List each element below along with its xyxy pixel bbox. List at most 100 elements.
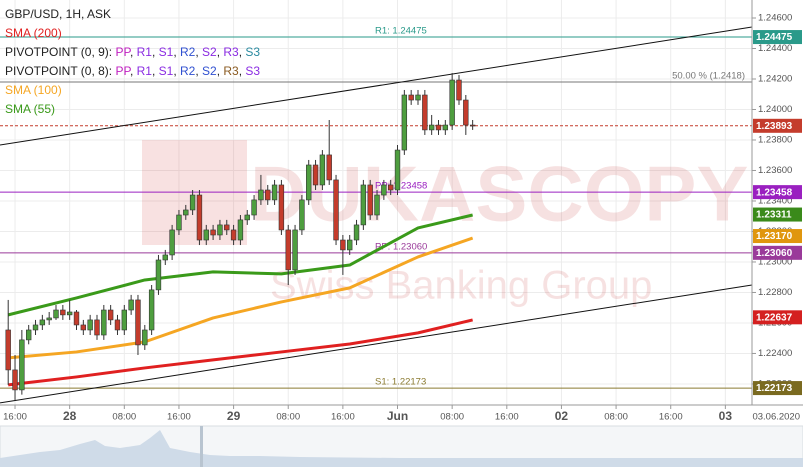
y-tick-label: 1.23800 [758, 134, 792, 145]
level-label: 50.00 % (1.2418) [672, 71, 745, 82]
candle-body [435, 124, 442, 131]
candle-body [176, 214, 182, 231]
y-tick-label: 1.24400 [758, 43, 792, 54]
candle-body [12, 369, 18, 391]
candle-body [456, 79, 462, 101]
x-tick-label: Jun [387, 409, 408, 423]
price-badge [753, 118, 802, 133]
candle-body [353, 224, 360, 241]
candle-body [312, 164, 319, 186]
candle-body [87, 319, 93, 331]
candle-body [73, 311, 80, 326]
pivot-legend-part: S3 [245, 64, 260, 78]
candle-body [217, 224, 223, 236]
navigator-handle[interactable] [200, 426, 203, 467]
price-badge-label: 1.23458 [756, 187, 793, 198]
price-badge-label: 1.23060 [756, 248, 793, 259]
price-badge-label: 1.22173 [756, 383, 793, 394]
pivot-legend: PIVOTPOINT (0, 9): PP, R1, S1, R2, S2, R… [5, 45, 260, 59]
pivot-legend-part: , [152, 45, 159, 59]
level-label: PP: 1.23060 [375, 241, 427, 252]
candle-body [408, 94, 414, 101]
candle-body [101, 309, 107, 336]
candle-body [46, 317, 52, 321]
legend-entry: SMA (200) [5, 26, 62, 40]
pivot-legend-part: S3 [245, 45, 260, 59]
x-tick-label: 08:00 [440, 412, 464, 423]
level-label: R1: 1.24475 [375, 26, 427, 37]
x-tick-label: 16:00 [3, 412, 27, 423]
candle-body [442, 124, 449, 131]
pivot-legend-part: , [152, 64, 159, 78]
candle-body [32, 324, 39, 331]
candle-body [422, 94, 428, 131]
price-badge-label: 1.24475 [756, 32, 793, 43]
candle-body [463, 99, 469, 126]
pivot-legend-part: R2 [180, 45, 196, 59]
candle-body [128, 299, 134, 311]
candle-body [237, 219, 244, 241]
sma-line [7, 213, 473, 317]
price-badge-label: 1.23311 [756, 210, 792, 221]
candle-body [306, 164, 312, 201]
y-tick-label: 1.24200 [758, 74, 792, 85]
candle-body [155, 259, 162, 291]
legend-entry: GBP/USD, 1H, ASK [5, 7, 111, 21]
pivot-legend-part: S2 [202, 45, 217, 59]
sma-line [8, 318, 473, 387]
candle-body [224, 224, 230, 231]
date-label: 03.06.2020 [752, 412, 800, 423]
pivot-legend-part: , [130, 64, 137, 78]
candle-body [367, 184, 373, 216]
candle-body [114, 319, 121, 331]
grid [0, 0, 752, 405]
candle-body [230, 229, 237, 241]
price-badge-label: 1.22637 [756, 312, 793, 323]
price-badge [753, 310, 802, 325]
candle-body [25, 329, 32, 341]
candle-body [196, 194, 203, 241]
price-badge [753, 245, 802, 260]
x-tick-label: 16:00 [495, 412, 519, 423]
candle-body [19, 339, 25, 391]
candle-body [326, 154, 332, 181]
candle-body [469, 124, 476, 127]
candle-body [394, 149, 401, 191]
pivot-legend-part: , [173, 64, 180, 78]
level-label: S1: 1.22173 [375, 377, 426, 388]
pivot-legend-part: , [195, 45, 202, 59]
candle-body [60, 309, 66, 316]
pivot-legend-part: , [239, 45, 246, 59]
candle-body [381, 184, 387, 196]
candle-body [142, 329, 148, 346]
pivot-legend-part: R3 [223, 45, 239, 59]
pivot-legend-part: R2 [180, 64, 196, 78]
candle-body [121, 309, 127, 331]
y-tick-label: 1.22800 [758, 287, 792, 298]
y-tick-label: 1.23000 [758, 256, 792, 267]
candle-body [360, 184, 367, 226]
candle-body [189, 194, 196, 211]
x-tick-label: 08:00 [604, 412, 628, 423]
candle-body [183, 209, 189, 216]
y-tick-label: 1.22400 [758, 348, 792, 359]
candle-body [210, 229, 216, 236]
legend-entry: SMA (100) [5, 83, 62, 97]
x-tick-label: 03 [719, 409, 733, 423]
x-tick-label: 16:00 [331, 412, 355, 423]
candle-body [340, 239, 346, 251]
candle-body [94, 319, 100, 336]
price-badge-label: 1.23893 [756, 121, 793, 132]
candle-body [278, 184, 285, 231]
candle-body [5, 329, 11, 371]
candle-body [66, 311, 73, 316]
candle-body [203, 229, 209, 241]
candle-body [162, 254, 168, 261]
y-tick-label: 1.24000 [758, 104, 792, 115]
pivot-legend-part: PP [115, 64, 131, 78]
candle-body [80, 324, 87, 331]
x-tick-label: 16:00 [659, 412, 683, 423]
